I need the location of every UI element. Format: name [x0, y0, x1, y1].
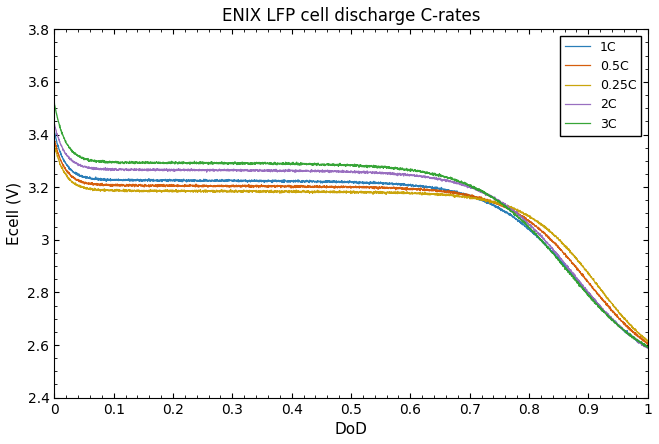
0.5C [568, 260, 576, 266]
3C [568, 273, 576, 278]
2C [568, 270, 576, 275]
1C [118, 177, 126, 182]
0.5C [304, 183, 312, 188]
Line: 3C: 3C [54, 102, 648, 347]
1C [50, 129, 58, 134]
0.25C [643, 339, 651, 344]
Line: 0.25C: 0.25C [54, 146, 648, 341]
0.25C [644, 338, 652, 343]
Line: 1C: 1C [54, 131, 648, 348]
2C [304, 168, 312, 174]
Title: ENIX LFP cell discharge C-rates: ENIX LFP cell discharge C-rates [221, 7, 480, 25]
1C [304, 178, 312, 184]
3C [154, 160, 161, 165]
0.5C [154, 182, 161, 188]
0.25C [304, 190, 312, 195]
0.25C [50, 143, 58, 148]
3C [50, 99, 58, 105]
3C [644, 345, 652, 350]
Line: 0.5C: 0.5C [54, 141, 648, 344]
0.5C [278, 184, 286, 189]
0.5C [644, 341, 652, 347]
1C [154, 178, 161, 184]
1C [278, 179, 286, 184]
0.25C [118, 188, 126, 193]
0.25C [154, 188, 161, 194]
3C [304, 162, 312, 167]
X-axis label: DoD: DoD [335, 422, 368, 437]
3C [278, 161, 286, 166]
1C [644, 345, 652, 350]
Y-axis label: Ecell (V): Ecell (V) [7, 182, 22, 245]
0.5C [632, 333, 640, 338]
0.25C [568, 250, 576, 256]
3C [632, 337, 640, 342]
Line: 2C: 2C [54, 123, 648, 348]
Legend: 1C, 0.5C, 0.25C, 2C, 3C: 1C, 0.5C, 0.25C, 2C, 3C [559, 36, 641, 135]
1C [568, 272, 576, 277]
2C [50, 121, 58, 126]
2C [278, 168, 286, 173]
3C [643, 345, 651, 350]
0.5C [50, 138, 58, 143]
2C [118, 166, 126, 171]
2C [632, 337, 640, 342]
2C [644, 345, 652, 351]
1C [632, 337, 640, 342]
0.25C [632, 327, 640, 333]
1C [643, 345, 651, 350]
3C [118, 160, 126, 166]
2C [154, 166, 161, 172]
0.5C [118, 183, 126, 189]
0.25C [278, 189, 286, 194]
